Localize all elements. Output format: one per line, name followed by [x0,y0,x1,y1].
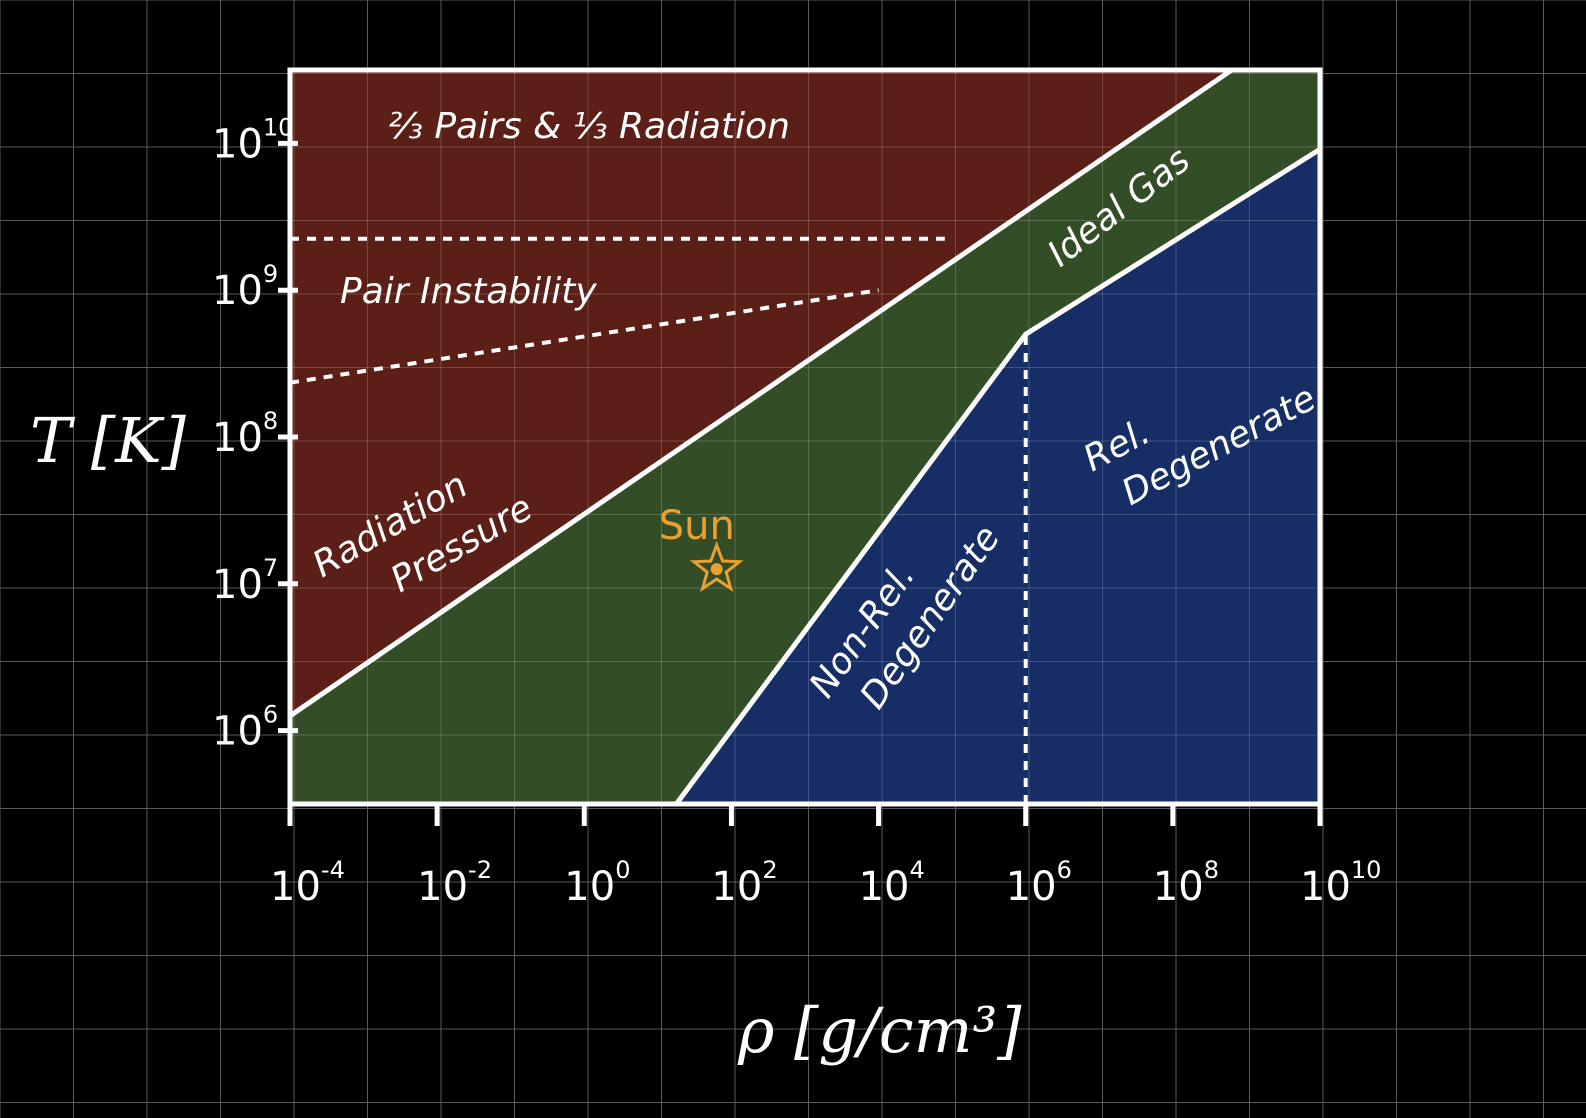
y-tick-exponent: 10 [263,113,294,141]
y-tick-exponent: 7 [263,554,278,582]
y-tick-base: 10 [212,709,263,755]
x-tick-base: 10 [711,864,762,910]
sun-label: Sun [659,503,735,549]
x-tick-label: 102 [711,856,777,910]
x-tick-base: 10 [1153,864,1204,910]
region-boundaries [288,67,1322,806]
y-tick-label: 1010 [212,113,293,167]
y-tick-label: 109 [212,260,278,314]
x-tick-label: 100 [564,856,630,910]
y-tick-exponent: 9 [263,260,278,288]
y-tick-exponent: 6 [263,701,278,729]
y-tick-label: 106 [212,701,278,755]
x-tick-exponent: 10 [1351,856,1382,884]
x-tick-base: 10 [1006,864,1057,910]
y-tick-base: 10 [212,562,263,608]
x-axis-title: ρ [g/cm³] [737,994,1022,1067]
x-tick-exponent: -2 [468,856,492,884]
x-tick-base: 10 [270,864,321,910]
x-tick-base: 10 [564,864,615,910]
x-tick-label: 10-2 [417,856,492,910]
x-tick-exponent: 4 [909,856,924,884]
sun-dot [710,563,723,576]
y-tick-label: 108 [212,407,278,461]
y-tick-base: 10 [212,415,263,461]
x-tick-label: 1010 [1300,856,1381,910]
degenerate-region [676,149,1320,805]
x-tick-exponent: 8 [1204,856,1219,884]
y-axis-title: T [K] [30,404,187,477]
sun-star-icon [689,540,744,593]
x-tick-base: 10 [1300,864,1351,910]
y-tick-exponent: 8 [263,407,278,435]
pair-instability-lower-dashed [289,288,879,385]
ideal-gas-region [290,70,1320,804]
radiation-ideal-boundary [288,67,1234,718]
y-tick-base: 10 [212,268,263,314]
y-tick-base: 10 [212,121,263,167]
x-tick-label: 108 [1153,856,1219,910]
plot-grid-overlay [290,70,1320,804]
ideal-degenerate-boundary [674,147,1322,806]
region-label-pairs-radiation: ⅔ Pairs & ⅓ Radiation [388,106,790,147]
x-tick-label: 104 [859,856,925,910]
y-tick-label: 107 [212,554,278,608]
x-tick-base: 10 [417,864,468,910]
x-axis-ticks: 10-4 10-2 100 102 104 106 108 1010 [270,804,1381,910]
x-tick-exponent: 2 [762,856,777,884]
x-tick-label: 106 [1006,856,1072,910]
x-tick-base: 10 [859,864,910,910]
region-label-pair-instability: Pair Instability [340,271,597,312]
x-tick-exponent: -4 [321,856,345,884]
x-tick-exponent: 6 [1057,856,1072,884]
x-tick-exponent: 0 [615,856,630,884]
x-tick-label: 10-4 [270,856,345,910]
sun-marker: Sun [659,503,744,593]
